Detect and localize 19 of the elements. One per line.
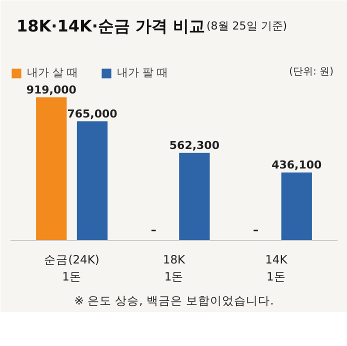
legend-label: 내가 팔 때 bbox=[117, 65, 168, 80]
text: (단위: 원) bbox=[289, 66, 334, 78]
legend-label: 내가 살 때 bbox=[27, 65, 78, 80]
x-tick-label: 18K 1돈 bbox=[162, 252, 186, 284]
data-label: 765,000 bbox=[67, 107, 118, 120]
bar bbox=[281, 172, 312, 240]
text: – bbox=[150, 224, 156, 236]
text: – bbox=[253, 224, 258, 236]
x-tick-label: 14K 1돈 bbox=[265, 252, 288, 284]
data-label: 436,100 bbox=[272, 158, 322, 172]
bar bbox=[179, 152, 210, 240]
x-tick-label: 순금(24K) 1돈 bbox=[44, 252, 100, 284]
chart-subtitle: (8월 25일 기준) bbox=[206, 20, 288, 32]
text: ※ 은도 상승, 백금은 보합이었습니다. bbox=[74, 294, 274, 308]
bar bbox=[76, 121, 108, 240]
data-label: 919,000 bbox=[26, 83, 77, 96]
chart-title: 18K·14K·순금 가격 비교 bbox=[16, 16, 206, 36]
data-label: 562,300 bbox=[169, 138, 220, 152]
bar bbox=[36, 97, 67, 240]
